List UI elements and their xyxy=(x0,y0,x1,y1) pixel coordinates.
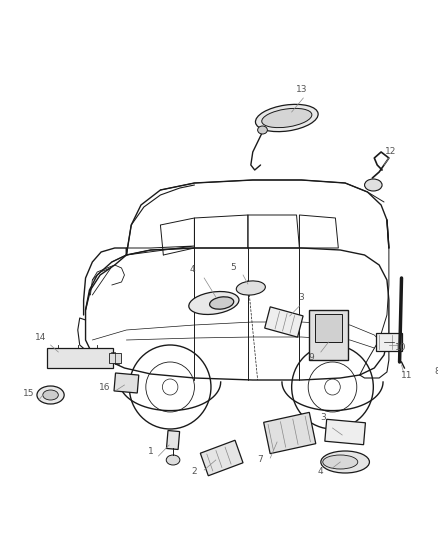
Text: 3: 3 xyxy=(299,294,304,303)
FancyBboxPatch shape xyxy=(264,413,316,454)
Text: 4: 4 xyxy=(318,467,324,477)
FancyBboxPatch shape xyxy=(114,373,139,393)
Text: 7: 7 xyxy=(258,456,263,464)
Text: 10: 10 xyxy=(395,343,406,352)
FancyBboxPatch shape xyxy=(166,431,180,449)
Text: 15: 15 xyxy=(23,389,35,398)
FancyBboxPatch shape xyxy=(200,440,243,476)
Ellipse shape xyxy=(37,386,64,404)
FancyBboxPatch shape xyxy=(265,307,303,337)
Ellipse shape xyxy=(166,455,180,465)
FancyBboxPatch shape xyxy=(109,353,120,363)
Ellipse shape xyxy=(258,126,267,134)
Text: 1: 1 xyxy=(148,448,154,456)
FancyBboxPatch shape xyxy=(325,419,365,445)
Ellipse shape xyxy=(323,455,358,469)
Ellipse shape xyxy=(321,451,369,473)
Ellipse shape xyxy=(255,104,318,132)
Ellipse shape xyxy=(189,292,239,314)
Text: 2: 2 xyxy=(192,467,197,477)
Text: 11: 11 xyxy=(401,370,412,379)
Text: 3: 3 xyxy=(320,414,325,423)
Text: 8: 8 xyxy=(434,367,438,376)
Text: 12: 12 xyxy=(385,148,396,157)
Ellipse shape xyxy=(262,108,312,127)
Text: 14: 14 xyxy=(35,334,46,343)
Text: 5: 5 xyxy=(230,263,236,272)
FancyBboxPatch shape xyxy=(376,333,402,351)
Ellipse shape xyxy=(236,281,265,295)
Ellipse shape xyxy=(364,179,382,191)
Text: 13: 13 xyxy=(296,85,307,94)
Text: 16: 16 xyxy=(99,384,111,392)
Text: 4: 4 xyxy=(190,265,195,274)
Ellipse shape xyxy=(43,390,58,400)
FancyBboxPatch shape xyxy=(315,314,342,342)
FancyBboxPatch shape xyxy=(309,310,348,360)
Ellipse shape xyxy=(210,297,234,309)
FancyBboxPatch shape xyxy=(47,348,113,368)
Text: 9: 9 xyxy=(308,353,314,362)
